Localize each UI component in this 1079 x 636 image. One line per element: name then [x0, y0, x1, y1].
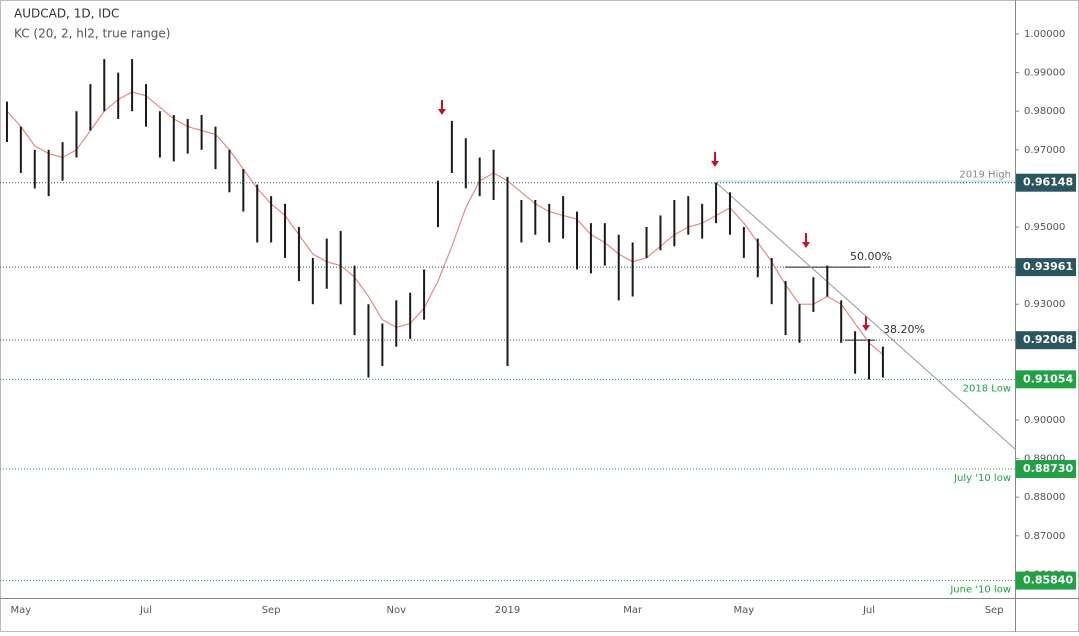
arrow	[802, 233, 810, 248]
fib-label: 50.00%	[850, 250, 892, 263]
level-note: 2018 Low	[963, 383, 1011, 394]
x-tick-label: Sep	[985, 605, 1004, 616]
x-tick-label: Jul	[862, 605, 875, 616]
y-tick-label: 0.89000	[1024, 454, 1065, 465]
y-tick-label: 0.99000	[1024, 68, 1065, 79]
level-label: 0.96148	[1023, 176, 1073, 189]
x-tick-label: 2019	[495, 605, 520, 616]
level-label: 0.85840	[1023, 574, 1073, 587]
x-tick-label: Sep	[262, 605, 281, 616]
x-tick-label: Nov	[387, 605, 407, 616]
y-tick-label: 0.98000	[1024, 106, 1065, 117]
y-tick-label: 0.87000	[1024, 531, 1065, 542]
x-tick-label: Jul	[139, 605, 152, 616]
y-tick-label: 0.93000	[1024, 299, 1065, 310]
level-label: 0.91054	[1023, 372, 1073, 385]
indicator-label: KC (20, 2, hl2, true range)	[14, 27, 170, 41]
level-note: July '10 low	[953, 473, 1011, 484]
x-tick-label: May	[11, 605, 32, 616]
level-label: 0.88730	[1023, 462, 1073, 475]
y-tick-label: 0.90000	[1024, 415, 1065, 426]
y-tick-label: 0.95000	[1024, 222, 1065, 233]
level-label-box	[1016, 258, 1076, 277]
level-label-box	[1016, 370, 1076, 389]
level-note: June '10 low	[949, 585, 1011, 596]
y-tick-label: 0.97000	[1024, 145, 1065, 156]
arrows	[438, 100, 870, 331]
zone	[716, 180, 1015, 183]
y-tick-label: 1.00000	[1024, 29, 1065, 40]
level-label-box	[1016, 173, 1076, 192]
level-label-box	[1016, 571, 1076, 590]
level-label: 0.93961	[1023, 260, 1073, 273]
x-tick-label: May	[734, 605, 755, 616]
fib-label: 38.20%	[883, 323, 925, 336]
arrow	[438, 100, 446, 115]
arrow	[711, 152, 719, 167]
y-tick-label: 0.88000	[1024, 492, 1065, 503]
arrow	[862, 316, 870, 331]
chart-title: AUDCAD, 1D, IDC	[14, 7, 119, 21]
level-label-box	[1016, 460, 1076, 479]
kc-midline	[6, 91, 884, 355]
level-label: 0.92068	[1023, 333, 1073, 346]
level-label-box	[1016, 331, 1076, 350]
x-tick-label: Mar	[623, 605, 643, 616]
trendline	[715, 182, 1016, 450]
level-note: 2019 High	[959, 170, 1011, 181]
